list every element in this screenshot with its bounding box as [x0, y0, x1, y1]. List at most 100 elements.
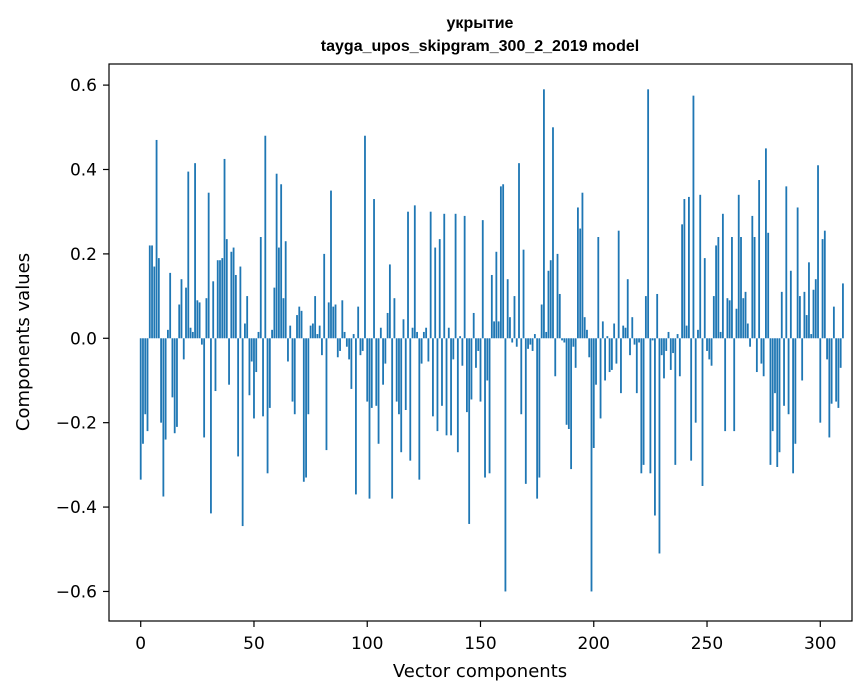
bar-94 — [352, 334, 355, 339]
bar-156 — [493, 321, 495, 339]
bar-20 — [185, 287, 187, 339]
bar-87 — [336, 338, 339, 358]
bar-153 — [486, 338, 489, 381]
bar-212 — [620, 338, 622, 394]
bar-73 — [305, 338, 307, 478]
bar-11 — [164, 338, 167, 440]
bar-295 — [808, 262, 810, 339]
chart-title: укрытие — [447, 15, 514, 32]
bar-239 — [681, 224, 684, 339]
bar-283 — [780, 291, 783, 339]
bar-250 — [706, 338, 708, 351]
bar-67 — [291, 338, 294, 402]
bar-63 — [282, 298, 285, 339]
bar-29 — [205, 298, 208, 339]
bar-68 — [293, 338, 296, 415]
bar-209 — [613, 323, 616, 339]
bar-233 — [667, 331, 670, 339]
bar-163 — [509, 317, 511, 339]
bar-84 — [330, 190, 332, 339]
bar-22 — [189, 327, 192, 339]
bar-247 — [699, 194, 702, 339]
bar-176 — [538, 338, 541, 478]
bar-56 — [266, 338, 269, 474]
bar-109 — [386, 312, 389, 339]
bar-179 — [545, 331, 548, 339]
bar-270 — [751, 215, 754, 339]
bar-287 — [789, 270, 792, 339]
bar-75 — [309, 325, 312, 339]
bar-140 — [456, 338, 459, 453]
bar-219 — [635, 338, 638, 394]
bar-307 — [835, 338, 838, 402]
bar-144 — [466, 338, 468, 413]
bar-126 — [425, 327, 428, 339]
bar-148 — [475, 338, 477, 368]
bar-297 — [812, 289, 815, 339]
bar-82 — [325, 338, 328, 451]
bar-171 — [527, 338, 529, 349]
bar-199 — [590, 338, 593, 592]
bar-282 — [778, 338, 781, 453]
bar-284 — [783, 338, 785, 406]
bar-249 — [703, 258, 706, 339]
y-tick-label-6: 0.6 — [70, 76, 97, 96]
bar-310 — [842, 283, 844, 339]
bar-83 — [327, 302, 330, 339]
bar-34 — [216, 260, 219, 339]
bar-41 — [232, 247, 235, 339]
bar-10 — [162, 338, 165, 497]
bar-271 — [753, 237, 756, 339]
bar-93 — [350, 338, 353, 389]
bar-101 — [368, 338, 371, 499]
bar-122 — [416, 331, 418, 339]
bar-133 — [441, 338, 443, 406]
bar-248 — [701, 338, 704, 486]
bar-251 — [708, 338, 711, 360]
bar-119 — [409, 338, 412, 461]
bar-86 — [334, 304, 337, 339]
bar-224 — [647, 89, 650, 339]
chart-subtitle: tayga_upos_skipgram_300_2_2019 model — [321, 38, 639, 55]
bar-92 — [348, 338, 351, 360]
bar-167 — [518, 163, 520, 339]
bar-175 — [536, 338, 539, 499]
bar-184 — [556, 253, 559, 339]
bar-39 — [228, 338, 230, 385]
bar-38 — [225, 239, 228, 339]
bar-62 — [280, 184, 283, 339]
bar-125 — [422, 331, 425, 339]
bar-188 — [565, 338, 568, 425]
bar-172 — [529, 338, 532, 345]
bar-296 — [810, 334, 813, 339]
bar-1 — [142, 338, 144, 444]
bar-279 — [771, 338, 774, 432]
bar-196 — [583, 317, 586, 339]
bar-183 — [554, 338, 557, 377]
y-tick-label-4: 0.2 — [70, 245, 97, 265]
bar-152 — [484, 338, 486, 478]
bar-54 — [262, 338, 264, 417]
bar-261 — [731, 237, 733, 339]
bar-258 — [724, 338, 727, 432]
bar-187 — [563, 338, 566, 343]
bar-128 — [429, 211, 432, 339]
bar-226 — [651, 338, 654, 341]
x-tick-label-5: 250 — [691, 634, 723, 654]
bar-180 — [547, 270, 550, 339]
bar-202 — [597, 237, 600, 339]
bar-106 — [379, 327, 382, 339]
bar-165 — [513, 296, 516, 339]
bar-24 — [194, 163, 196, 339]
bar-55 — [264, 135, 267, 339]
bar-3 — [146, 338, 149, 432]
bar-290 — [796, 207, 799, 339]
bar-246 — [697, 329, 699, 339]
bar-177 — [540, 304, 543, 339]
bar-49 — [250, 338, 253, 362]
bar-139 — [454, 213, 457, 339]
bar-306 — [832, 306, 835, 339]
x-tick-label-0: 0 — [135, 634, 146, 654]
bar-214 — [624, 327, 627, 339]
bar-7 — [155, 139, 158, 339]
